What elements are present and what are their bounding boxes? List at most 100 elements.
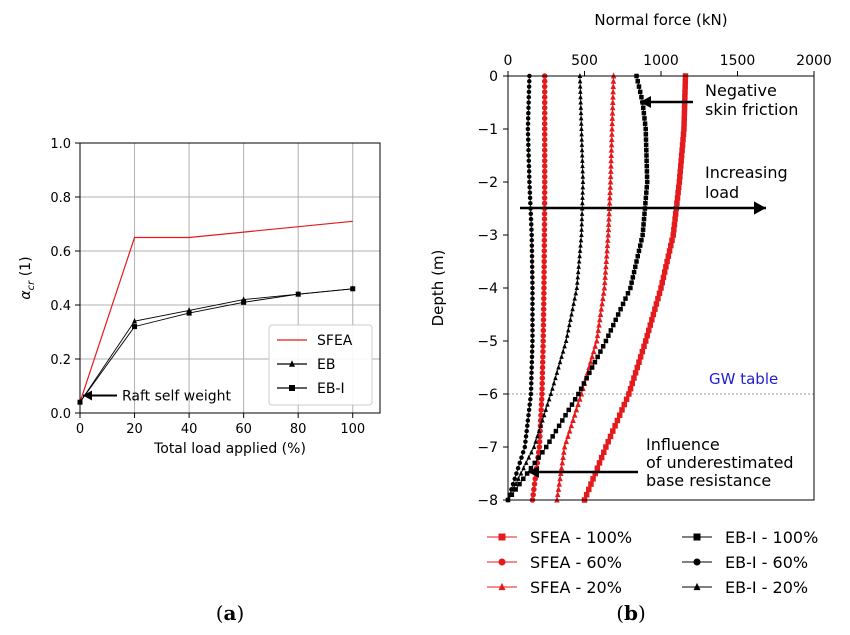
panel-b-point <box>607 178 614 185</box>
panel-b-point <box>568 422 575 429</box>
panel-b-x-tick-label: 2000 <box>796 53 832 69</box>
panel-b-point <box>556 423 562 429</box>
panel-b-point <box>576 263 581 269</box>
panel-a-series-sfea <box>79 220 353 403</box>
panel-b-point <box>541 184 548 191</box>
panel-b-point <box>675 184 682 191</box>
panel-b-point <box>592 470 598 477</box>
panel-b-point <box>522 444 528 450</box>
panel-b-point <box>583 491 590 498</box>
panel-b-point <box>541 120 548 127</box>
panel-b-point <box>578 237 584 243</box>
panel-b-point <box>611 322 616 328</box>
panel-b-point <box>603 444 609 450</box>
panel-b-point <box>578 104 584 110</box>
panel-b-legend-entry: EB-I - 60% <box>682 553 808 572</box>
panel-b-point <box>643 126 648 132</box>
panel-b-point <box>536 438 543 445</box>
panel-b-point <box>557 359 563 365</box>
panel-b-legend-label: SFEA - 100% <box>530 528 632 547</box>
panel-b-point <box>525 418 531 423</box>
panel-b-point <box>541 258 547 265</box>
panel-b-point <box>574 284 580 291</box>
panel-b-point <box>541 152 548 159</box>
panel-b-point <box>637 243 643 248</box>
panel-b-point <box>541 200 548 206</box>
panel-b-legend-label: SFEA - 20% <box>530 578 622 597</box>
panel-b-point <box>609 130 615 137</box>
panel-a-x-tick-label: 0 <box>76 422 84 437</box>
panel-b-point <box>632 370 639 376</box>
panel-b-point <box>550 434 555 439</box>
panel-b-point <box>598 454 605 461</box>
panel-b-point <box>577 78 583 84</box>
panel-b-point <box>636 248 642 254</box>
panel-b-point <box>610 88 616 95</box>
panel-b-point <box>594 332 601 339</box>
panel-b-point <box>609 114 616 121</box>
panel-a-y-tick-label: 0.6 <box>50 245 71 260</box>
panel-b-point <box>620 301 626 307</box>
panel-b-point <box>598 349 603 354</box>
panel-b-point <box>508 491 513 497</box>
panel-b-point <box>595 354 600 360</box>
gw-table-label: GW table <box>709 370 778 388</box>
panel-b-point <box>532 460 538 466</box>
panel-b-point <box>618 306 623 312</box>
panel-b-point <box>530 317 535 323</box>
panel-b-point <box>525 137 531 142</box>
panel-a-y-tick-label: 0.4 <box>50 299 71 314</box>
panel-b-y-tick-label: −1 <box>477 122 498 138</box>
panel-b-point <box>540 327 547 334</box>
panel-b-point <box>588 481 594 487</box>
panel-b-point <box>592 342 598 349</box>
panel-a-legend-marker <box>289 385 295 391</box>
panel-b-point <box>674 200 680 206</box>
panel-b-point <box>601 449 607 456</box>
panel-b-point <box>659 279 665 286</box>
panel-b-point <box>640 227 646 232</box>
panel-b-point <box>641 105 646 111</box>
panel-b-point <box>606 210 612 217</box>
panel-b-point <box>677 173 683 180</box>
panel-b-point <box>530 296 535 301</box>
panel-b-point <box>590 476 596 482</box>
panel-b-point <box>682 78 689 85</box>
panel-b-point <box>579 131 584 137</box>
panel-b-point <box>541 126 548 132</box>
panel-b-point <box>605 236 611 243</box>
panel-b-series-6 <box>505 72 586 503</box>
panel-b-point <box>527 190 533 195</box>
panel-b-point <box>634 364 641 371</box>
panel-b-point <box>526 94 532 100</box>
panel-b-point <box>601 284 608 291</box>
panel-b-point <box>536 428 542 434</box>
panel-b-point <box>527 402 532 407</box>
panel-a-annotation: Raft self weight <box>83 389 232 405</box>
panel-b-point <box>610 99 616 105</box>
panel-b-point <box>531 443 537 450</box>
panel-b-point <box>609 104 616 111</box>
panel-b-point <box>623 396 630 403</box>
increasing-load-label: load <box>705 183 739 202</box>
panel-b-point <box>672 211 679 217</box>
panel-b-point <box>547 439 552 444</box>
panel-b-point <box>603 338 609 344</box>
panel-a-point <box>132 324 138 330</box>
panel-b-point <box>642 116 647 121</box>
panel-b-point <box>531 486 537 493</box>
panel-b-point <box>529 238 535 243</box>
panel-b-point <box>527 185 532 190</box>
panel-b-point <box>600 295 606 302</box>
panel-b-point <box>529 264 535 270</box>
panel-b-point <box>527 79 532 84</box>
panel-b-point <box>530 269 535 275</box>
panel-b-point <box>541 99 548 106</box>
panel-b-point <box>603 258 610 264</box>
panel-b-point <box>644 153 649 158</box>
panel-b-point <box>589 365 595 370</box>
panel-b-point <box>541 163 548 169</box>
panel-b-point <box>579 152 585 158</box>
panel-b-point <box>540 343 546 350</box>
